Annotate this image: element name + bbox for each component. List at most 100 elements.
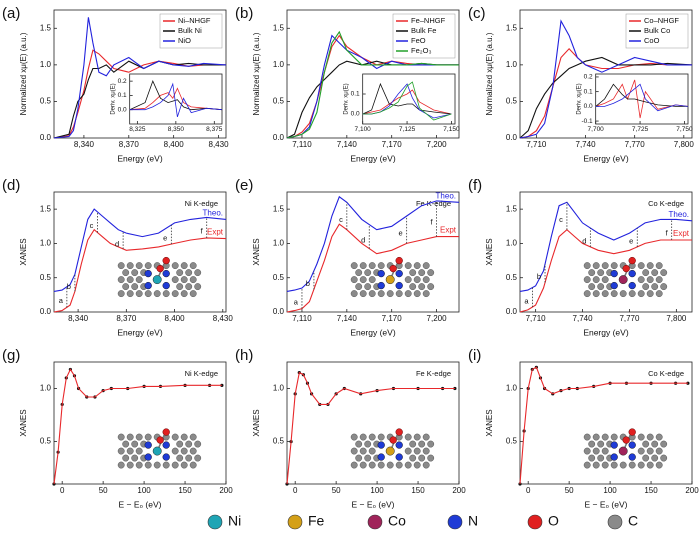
carbon-atom [610,262,618,270]
carbon-atom [655,276,663,284]
nitrogen-atom [610,269,618,278]
x-tick-label: 8,370 [119,140,140,149]
carbon-atom [610,461,618,469]
carbon-atom [185,283,193,291]
data-point [686,381,690,385]
carbon-atom [413,433,421,441]
legend-atom [447,514,463,530]
oxygen-atom [622,436,630,444]
carbon-atom [413,290,421,298]
carbon-atom [126,276,134,284]
carbon-atom [135,461,143,469]
carbon-atom [637,433,645,441]
y-tick-label: -0.1 [581,118,593,125]
y-tick-label: 1.0 [506,384,518,393]
carbon-atom [144,262,152,270]
panel-label: (h) [235,347,253,364]
y-axis-label: Normalized xμ(E) (a.u.) [252,32,261,115]
x-tick-label: 150 [178,486,192,495]
x-tick-label: 100 [370,486,384,495]
carbon-atom [176,454,184,462]
carbon-atom [427,283,435,291]
y-tick-label: 1.5 [273,204,285,213]
x-tick-label: 7,800 [666,314,687,323]
x-tick-label: 7,125 [399,126,416,133]
carbon-atom [646,290,654,298]
carbon-atom [409,454,417,462]
carbon-atom [126,262,134,270]
carbon-atom [404,433,412,441]
carbon-atom [597,283,605,291]
x-tick-label: 7,170 [382,140,403,149]
x-tick-label: 50 [99,486,108,495]
y-tick-label: 1.5 [506,204,518,213]
metal-atom [618,446,628,456]
x-tick-label: 7,110 [292,314,312,323]
y-tick-label: 1.5 [273,23,285,32]
carbon-atom [592,461,600,469]
carbon-atom [364,283,372,291]
carbon-atom [409,283,417,291]
feature-label: a [524,296,529,305]
feature-label: f [201,227,204,236]
series-line [286,223,459,313]
inset-y-label: Deriv. xμ(E) [576,83,582,114]
edge-label: Co K-edge [648,369,684,378]
carbon-atom [194,283,202,291]
y-axis-label: XANES [19,409,28,436]
nitrogen-atom [395,441,403,449]
carbon-atom [180,461,188,469]
carbon-atom [131,283,139,291]
x-tick-label: 7,140 [337,140,358,149]
carbon-atom [642,269,650,277]
carbon-atom [422,461,430,469]
carbon-atom [660,283,668,291]
carbon-atom [409,440,417,448]
x-tick-label: 50 [565,486,574,495]
carbon-atom [395,461,403,469]
carbon-atom [368,276,376,284]
feature-label: e [398,229,402,238]
carbon-atom [422,433,430,441]
legend-atom [287,514,303,530]
carbon-atom [131,440,139,448]
x-tick-label: 0 [526,486,531,495]
x-tick-label: 0 [293,486,298,495]
carbon-atom [194,269,202,277]
carbon-atom [185,454,193,462]
legend-atom [367,514,383,530]
carbon-atom [117,262,125,270]
y-tick-label: 0.5 [273,437,285,446]
feature-label: d [361,236,365,245]
carbon-atom [355,283,363,291]
carbon-atom [171,262,179,270]
series-line [129,87,223,111]
x-axis-label: E − E₀ (eV) [352,499,395,509]
carbon-atom [583,262,591,270]
oxygen-atom [622,264,630,273]
legend-atom [527,514,543,530]
legend-atom-label: N [468,513,478,529]
panel-label: (a) [2,5,20,22]
carbon-atom [646,276,654,284]
carbon-atom [368,262,376,270]
x-tick-label: 8,340 [68,314,89,323]
carbon-atom [359,461,367,469]
carbon-atom [189,433,197,441]
edge-label: Ni K-edge [185,199,218,208]
carbon-atom [592,262,600,270]
carbon-atom [637,290,645,298]
legend-label: Ni–NHGF [178,16,211,25]
carbon-atom [588,440,596,448]
y-tick-label: 0.0 [40,133,52,142]
x-tick-label: 200 [452,486,466,495]
oxygen-atom [389,436,397,444]
series-line [519,19,692,139]
carbon-atom [628,461,636,469]
carbon-atom [189,461,197,469]
carbon-atom [355,440,363,448]
x-axis-label: E − E₀ (eV) [119,499,162,509]
carbon-atom [646,461,654,469]
nitrogen-atom [628,281,636,290]
y-tick-label: 1.5 [40,204,52,213]
